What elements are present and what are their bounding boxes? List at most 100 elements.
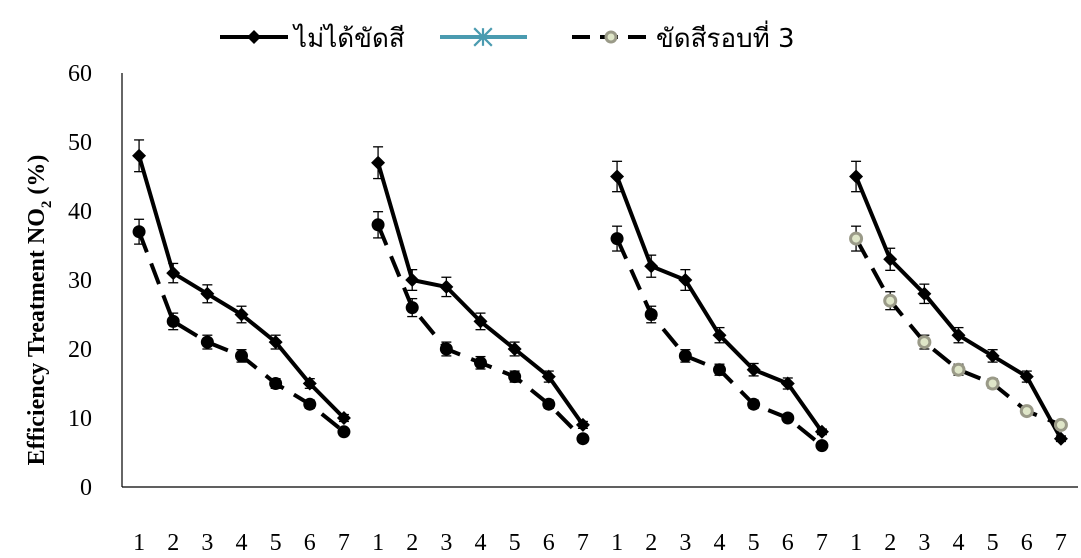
x-tick-label: 6 [782,530,794,556]
data-point [508,370,522,384]
data-point-center [920,338,929,347]
data-point [815,439,829,453]
data-point-center [1022,407,1031,416]
data-point [541,369,556,384]
data-point [781,411,795,425]
data-point [200,335,214,349]
data-point [303,397,317,411]
x-tick-label: 7 [816,530,828,556]
data-point [166,266,181,281]
data-point [814,424,829,439]
data-point [678,273,693,287]
x-tick-label: 5 [748,530,760,556]
x-tick-label: 4 [714,530,726,556]
x-tick-label: 6 [1021,530,1033,556]
y-axis: 0 10 20 30 40 50 60 [68,61,123,501]
series-line [376,162,585,427]
data-point [405,301,419,315]
data-point [132,148,147,163]
data-point [371,155,386,170]
x-tick-label: 1 [133,530,145,556]
data-point [337,425,351,439]
data-point [507,342,522,356]
series-0 [132,139,1068,446]
data-point [474,356,487,370]
x-tick-label: 3 [918,530,930,556]
data-point [269,377,283,390]
x-tick-label: 2 [406,530,418,556]
series-2 [132,211,1068,453]
y-tick-label: 0 [80,475,92,501]
data-point [1019,369,1034,384]
y-tick-label: 10 [68,406,92,432]
legend-marker-circle-center [607,33,615,41]
data-point [712,328,727,343]
x-tick-label: 1 [611,530,623,556]
legend-label: ไม่ได้ขัดสี [292,23,405,54]
x-tick-label: 6 [543,530,555,556]
legend: ไม่ได้ขัดสี ขัดสีรอบที่ 3 [220,20,795,54]
x-tick-label: 2 [645,530,657,556]
x-tick-label: 6 [304,530,316,556]
x-tick-label: 5 [987,530,999,556]
data-point [439,342,453,356]
y-axis-label: Efficiency Treatment NO2 (%) [24,155,55,466]
data-point-center [988,379,997,388]
x-tick-label: 5 [270,530,282,556]
data-point [610,169,625,184]
data-point [234,307,249,322]
plot-area [132,139,1068,453]
data-point [302,376,317,391]
x-tick-label: 7 [338,530,350,556]
data-point [746,362,761,377]
data-point [917,286,932,301]
x-tick-label: 3 [440,530,452,556]
data-point [644,308,658,321]
x-tick-label: 2 [884,530,896,556]
data-point [1053,431,1068,446]
data-point [883,252,898,267]
data-point [439,279,454,294]
data-point [610,232,624,246]
data-point [747,397,761,411]
x-tick-label: 7 [1055,530,1067,556]
data-point [235,349,248,363]
data-point [678,349,692,363]
legend-item-2: ขัดสีรอบที่ 3 [572,20,795,54]
x-tick-label: 4 [953,530,965,556]
data-point [200,286,215,301]
x-tick-label: 7 [577,530,589,556]
data-point [268,335,283,350]
data-point [575,417,590,432]
y-tick-label: 40 [68,199,92,225]
data-point [576,432,590,446]
data-point [336,411,351,425]
x-tick-label: 5 [509,530,521,556]
x-tick-label: 1 [372,530,384,556]
data-point [713,363,726,377]
x-tick-label: 2 [167,530,179,556]
legend-marker-diamond [247,30,261,44]
data-point [849,169,864,184]
data-point [542,397,556,411]
data-point [132,225,146,239]
x-tick-label: 3 [679,530,691,556]
data-point-center [954,365,963,374]
legend-label: ขัดสีรอบที่ 3 [656,20,795,54]
data-point [985,348,1000,363]
legend-item-1 [440,27,527,47]
x-tick-label: 1 [850,530,862,556]
data-point [371,218,385,232]
data-point-center [886,296,895,305]
y-tick-label: 50 [68,130,92,156]
x-tick-label: 4 [236,530,248,556]
data-point-center [1056,420,1065,429]
data-point [473,314,488,329]
legend-marker-star [473,27,493,47]
y-tick-label: 20 [68,337,92,363]
series-line [854,175,1063,440]
data-point [951,328,966,343]
legend-item-0: ไม่ได้ขัดสี [220,23,405,54]
